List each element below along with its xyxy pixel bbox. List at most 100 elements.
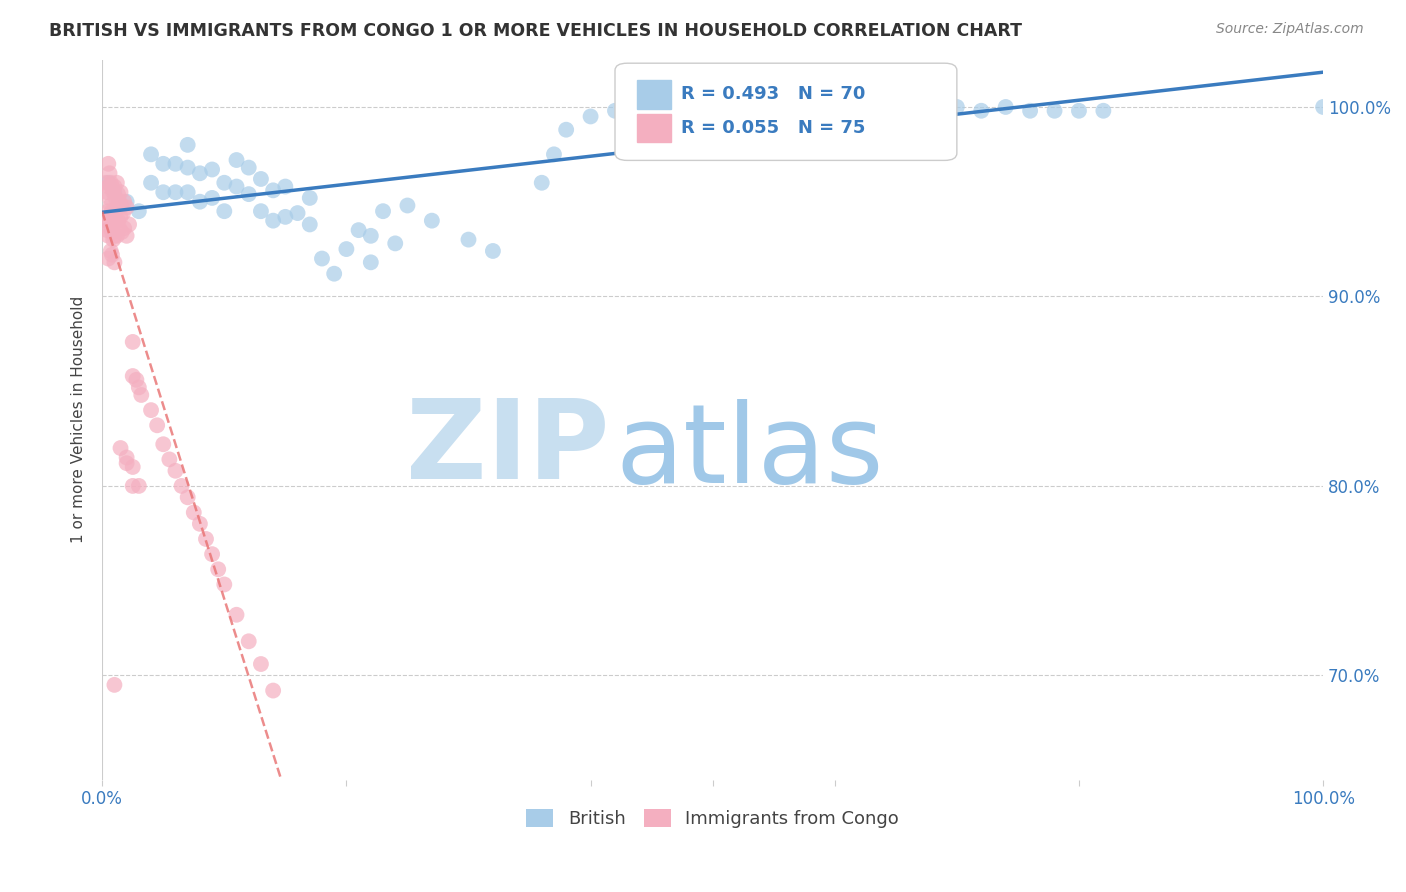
Point xyxy=(146,418,169,433)
Text: Source: ZipAtlas.com: Source: ZipAtlas.com xyxy=(1216,22,1364,37)
Point xyxy=(121,460,143,475)
Point xyxy=(97,228,120,243)
Point xyxy=(97,157,120,171)
Point xyxy=(103,204,125,219)
Point xyxy=(360,255,382,269)
FancyBboxPatch shape xyxy=(614,63,957,161)
Point xyxy=(225,153,247,167)
Point xyxy=(139,147,162,161)
Point xyxy=(100,198,122,212)
Point xyxy=(994,100,1017,114)
Point xyxy=(115,228,138,243)
Point xyxy=(112,194,135,209)
Point xyxy=(165,464,187,478)
Point xyxy=(250,172,273,186)
Point xyxy=(872,100,894,114)
Point xyxy=(104,191,127,205)
Point xyxy=(176,491,198,505)
Point xyxy=(188,166,211,180)
Point xyxy=(103,186,125,200)
Point xyxy=(94,213,117,227)
Point xyxy=(555,122,578,136)
Point xyxy=(188,516,211,531)
Point xyxy=(101,248,124,262)
Point xyxy=(678,100,700,114)
Point xyxy=(105,228,128,243)
Point xyxy=(420,213,443,227)
Point xyxy=(201,547,224,561)
Point xyxy=(118,218,141,232)
Point xyxy=(262,183,284,197)
Point xyxy=(195,532,218,546)
Point xyxy=(110,210,132,224)
Point xyxy=(603,103,626,118)
Point xyxy=(98,213,121,227)
Point xyxy=(262,213,284,227)
Point xyxy=(579,110,602,124)
Text: atlas: atlas xyxy=(614,399,883,506)
Point xyxy=(1312,100,1334,114)
Point xyxy=(170,479,193,493)
Point xyxy=(115,201,138,215)
Point xyxy=(107,213,129,227)
Point xyxy=(628,100,651,114)
Point xyxy=(165,186,187,200)
Point xyxy=(115,194,138,209)
Point xyxy=(139,403,162,417)
Point xyxy=(165,157,187,171)
Point xyxy=(214,176,236,190)
Point xyxy=(111,225,134,239)
Point xyxy=(824,100,846,114)
Point xyxy=(799,100,821,114)
Point xyxy=(96,186,118,200)
Point xyxy=(98,166,121,180)
Point xyxy=(97,204,120,219)
Point xyxy=(1019,103,1042,118)
Point xyxy=(115,450,138,465)
Point xyxy=(530,176,553,190)
Point xyxy=(110,441,132,455)
Point xyxy=(176,137,198,152)
Point xyxy=(921,103,943,118)
Point xyxy=(238,187,260,202)
Text: ZIP: ZIP xyxy=(405,395,609,502)
Point xyxy=(103,179,125,194)
Point xyxy=(775,100,797,114)
Point xyxy=(751,100,773,114)
Point xyxy=(100,176,122,190)
Point xyxy=(201,162,224,177)
Point xyxy=(94,176,117,190)
Point xyxy=(360,228,382,243)
Point xyxy=(107,187,129,202)
Point xyxy=(725,100,748,114)
Point xyxy=(129,388,152,402)
Point xyxy=(157,452,180,467)
Point xyxy=(214,204,236,219)
Point xyxy=(250,657,273,671)
Point xyxy=(125,373,148,387)
Point xyxy=(100,244,122,258)
Point xyxy=(702,100,724,114)
Point xyxy=(543,147,565,161)
Point xyxy=(97,252,120,266)
Text: BRITISH VS IMMIGRANTS FROM CONGO 1 OR MORE VEHICLES IN HOUSEHOLD CORRELATION CHA: BRITISH VS IMMIGRANTS FROM CONGO 1 OR MO… xyxy=(49,22,1022,40)
Point xyxy=(103,678,125,692)
Point xyxy=(946,100,969,114)
Point xyxy=(371,204,394,219)
Point xyxy=(238,634,260,648)
Point xyxy=(201,191,224,205)
Point xyxy=(482,244,505,258)
Point xyxy=(183,505,205,519)
Point xyxy=(103,255,125,269)
Point xyxy=(396,198,419,212)
Point xyxy=(103,233,125,247)
Point xyxy=(97,176,120,190)
Point xyxy=(311,252,333,266)
Point xyxy=(298,218,321,232)
Point xyxy=(121,369,143,384)
Point xyxy=(128,380,150,394)
Point xyxy=(652,100,675,114)
Point xyxy=(384,236,406,251)
FancyBboxPatch shape xyxy=(637,79,671,109)
Point xyxy=(347,223,370,237)
